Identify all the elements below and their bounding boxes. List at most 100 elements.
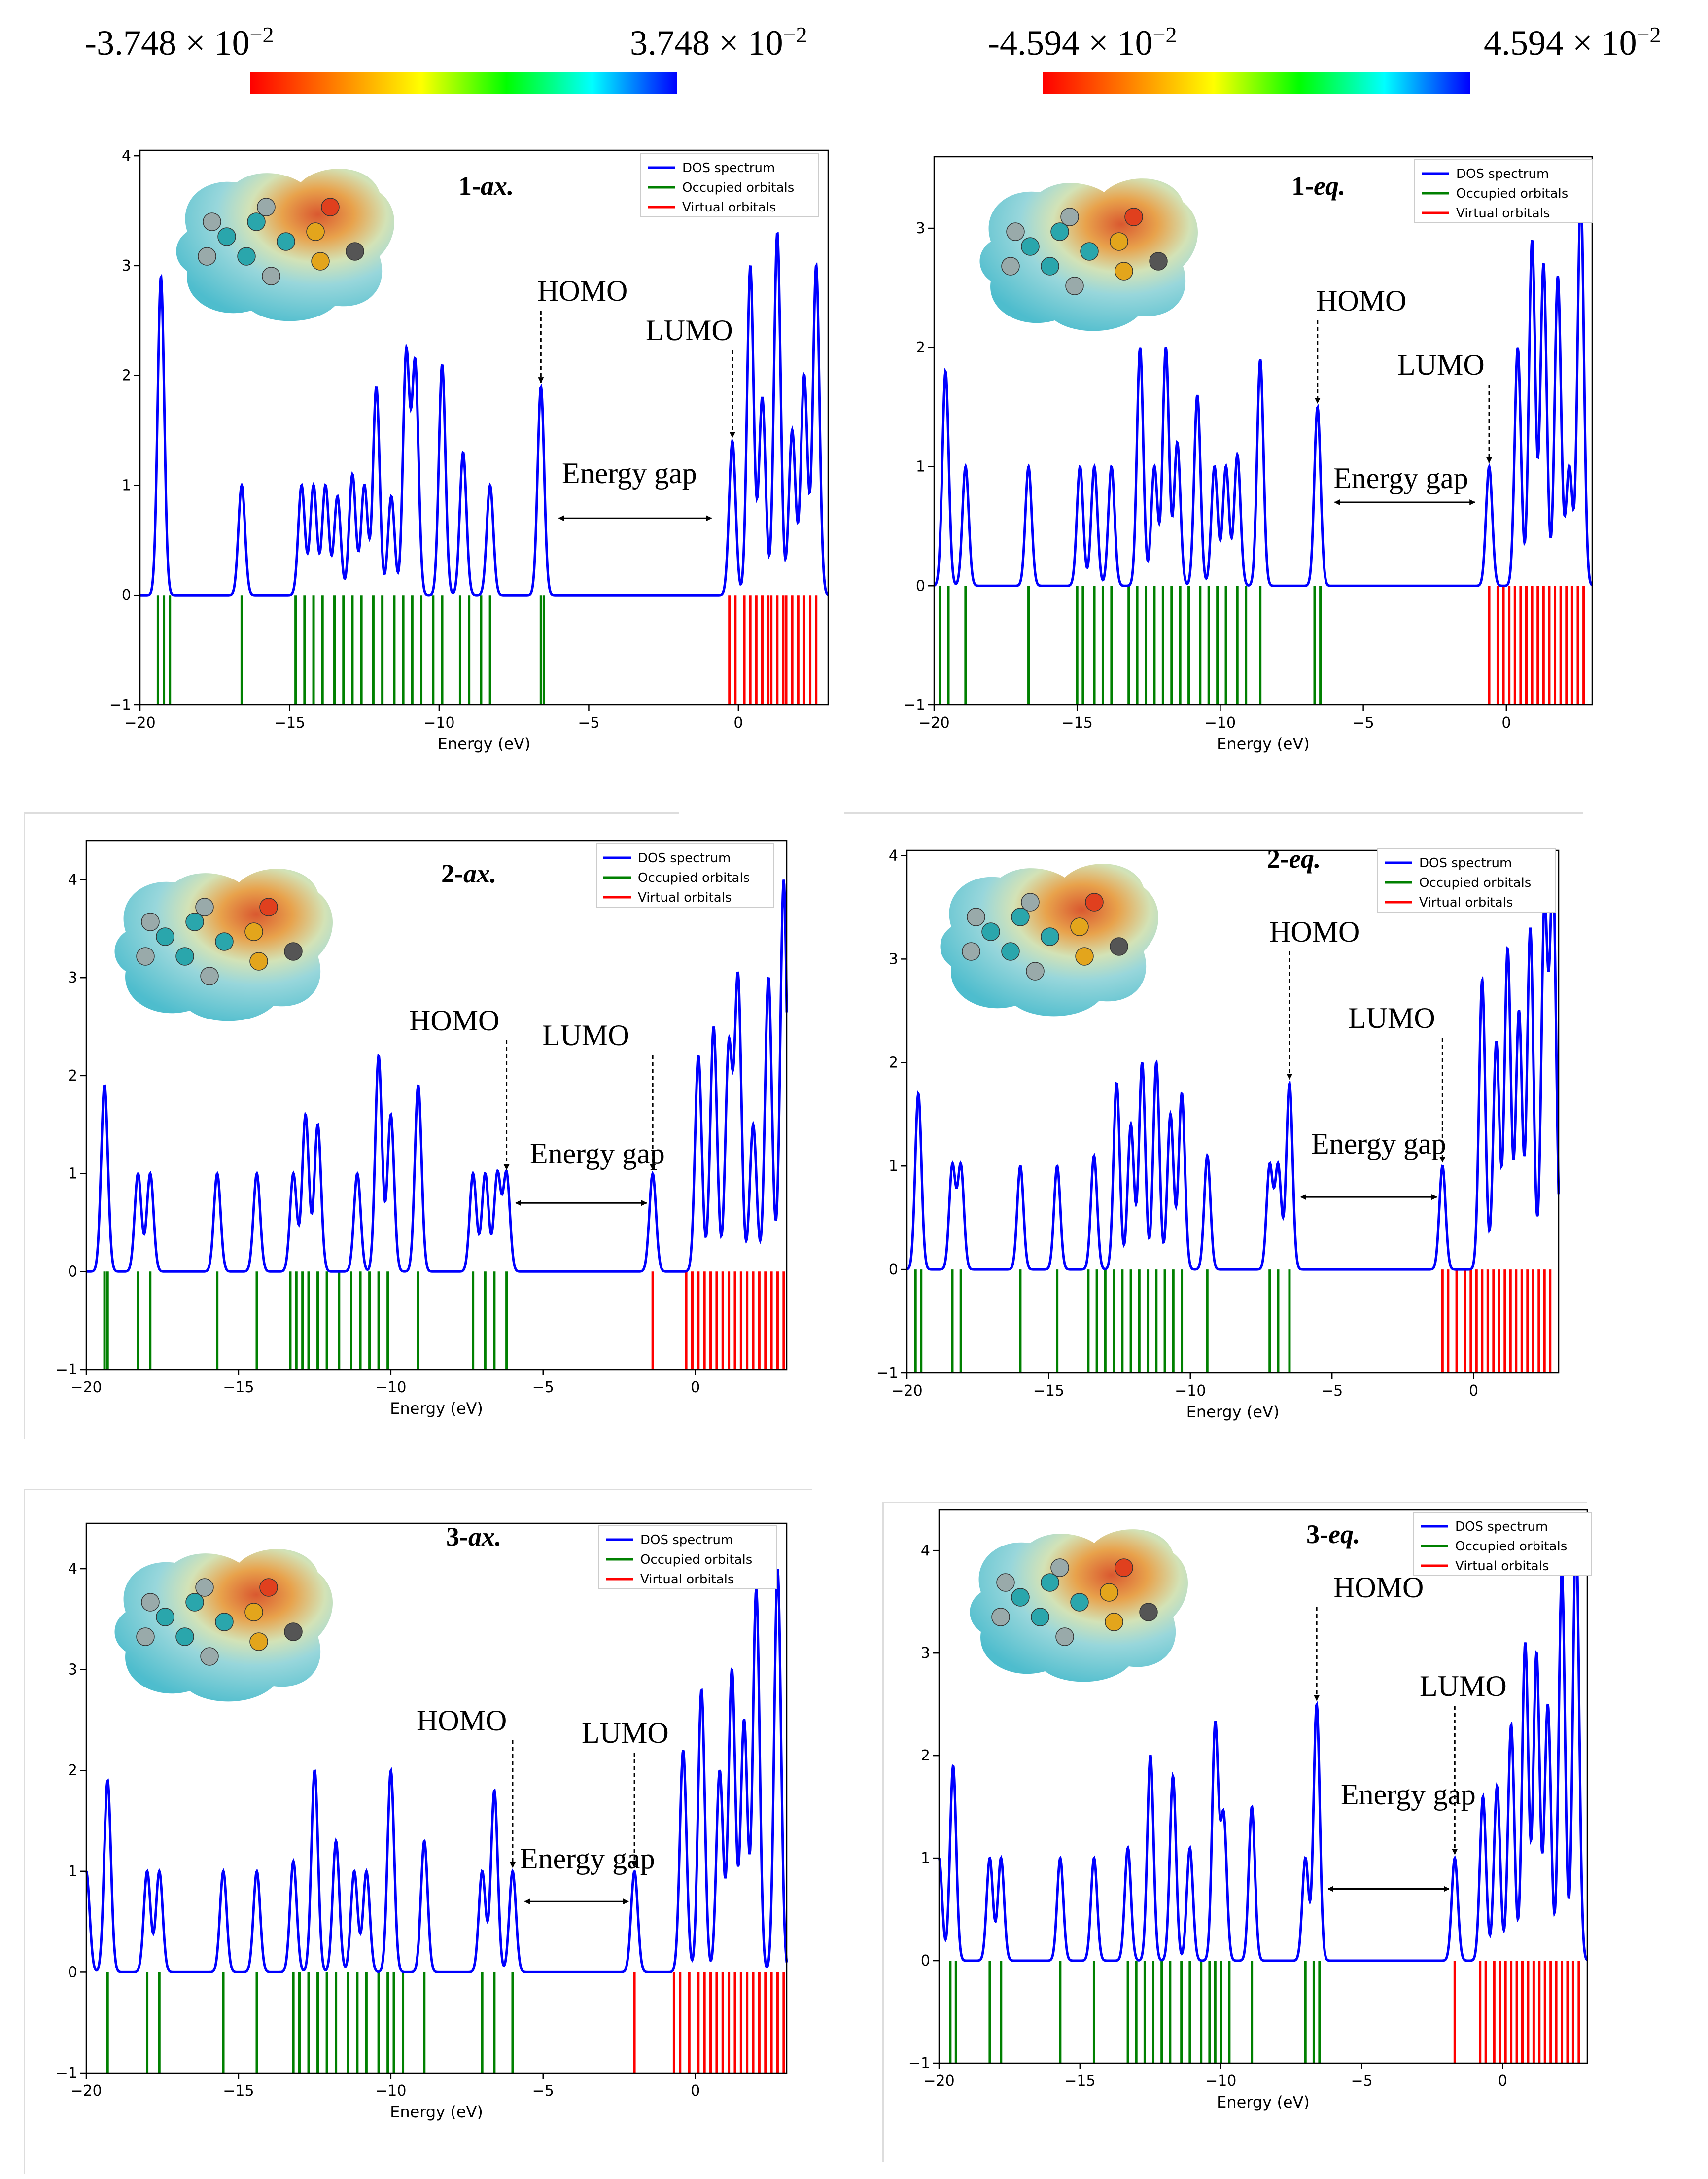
atom [962,942,980,961]
panel-frame-edge [24,1489,25,2174]
x-tick-label: −10 [1205,714,1236,732]
x-tick-label: −5 [1321,1382,1343,1400]
panel-title: 1-ax. [458,171,514,201]
y-tick-label: 4 [122,147,131,165]
colorbar-2 [1043,72,1470,94]
panel-frame-edge [882,1502,1587,1503]
atom [1110,232,1128,251]
y-tick-label: 1 [921,1850,930,1867]
colorbar-1-min-label: -3.748 × 10−2 [85,22,274,63]
atom [1139,1603,1158,1621]
legend-entry: Occupied orbitals [1419,876,1531,890]
dos-spectrum-line [140,232,829,597]
panel-frame-edge [24,812,25,1439]
atom [215,1613,234,1631]
energy-gap-label: Energy gap [1311,1127,1446,1160]
atom [1050,1558,1069,1577]
atom [141,913,160,931]
molecule-mep-surface [979,178,1198,331]
panel-title: 2-eq. [1267,844,1321,874]
lumo-label: LUMO [646,314,733,347]
x-tick-label: −10 [375,1379,406,1396]
legend-entry: Occupied orbitals [640,1552,752,1567]
y-tick-label: 2 [68,1762,77,1779]
dos-spectrum-line [934,192,1593,587]
atom [215,932,234,951]
y-tick-label: 4 [921,1542,930,1559]
atom [156,927,174,946]
atom [175,947,194,966]
x-tick-label: −10 [375,2082,406,2100]
molecule-mep-surface [970,1529,1188,1682]
y-tick-label: 1 [68,1863,77,1880]
atom [1041,257,1059,276]
plot-frame [85,1522,788,2074]
legend: DOS spectrum Occupied orbitals Virtual orb… [640,153,819,217]
atom [1100,1583,1118,1602]
y-tick-label: 3 [921,1645,930,1662]
colorbar-2-max-label: 4.594 × 10−2 [1484,22,1661,63]
x-tick-label: −10 [1175,1382,1206,1400]
atom [1055,1627,1074,1646]
panel-frame-edge [844,812,1583,814]
atom [1041,927,1059,946]
x-tick-label: −5 [578,714,599,732]
atom [195,898,214,916]
atom [1001,257,1020,276]
homo-label: HOMO [1269,915,1359,948]
lumo-label: LUMO [582,1717,669,1749]
atom [203,212,221,231]
atom [1006,222,1025,241]
atom [1080,242,1099,261]
dos-spectrum-line [86,879,788,1273]
x-tick-label: 0 [733,714,743,732]
atom [1115,262,1133,281]
x-tick-label: −15 [1062,714,1093,732]
y-tick-label: 2 [916,339,925,356]
x-tick-label: −10 [1205,2073,1236,2090]
legend-entry: Occupied orbitals [1455,1539,1567,1554]
x-tick-label: −20 [70,1379,102,1396]
atom [1075,947,1094,966]
atom [195,1578,214,1597]
x-axis-label: Energy (eV) [1217,2093,1310,2111]
y-tick-label: −1 [908,2055,930,2072]
y-tick-label: −1 [904,697,925,714]
plot-frame [906,849,1560,1374]
atom [1085,893,1104,912]
atom [1031,1608,1049,1626]
homo-label: HOMO [1333,1571,1424,1604]
plot-frame [933,156,1593,706]
x-tick-label: −15 [1064,2073,1095,2090]
homo-label: HOMO [1316,284,1406,317]
atom [1115,1558,1133,1577]
homo-label: HOMO [417,1704,507,1737]
x-axis-label: Energy (eV) [390,2103,483,2121]
y-tick-label: −1 [56,1361,77,1378]
x-tick-label: 0 [691,1379,700,1396]
atom [136,947,155,966]
atom [981,922,1000,941]
x-axis-label: Energy (eV) [390,1399,483,1418]
colorbar-1-max-label: 3.748 × 10−2 [630,22,807,63]
legend-entry: Virtual orbitals [1419,895,1513,910]
atom [237,247,256,266]
atom [967,908,985,926]
atom [277,232,295,251]
colorbar-1 [250,72,677,94]
plot-frame [938,1509,1588,2064]
x-tick-label: −20 [891,1382,922,1400]
x-axis-label: Energy (eV) [1217,735,1310,753]
x-tick-label: 0 [691,2082,700,2100]
y-tick-label: 1 [916,458,925,476]
atom [185,913,204,931]
legend-entry: DOS spectrum [638,851,731,866]
molecule-mep-surface [940,864,1158,1017]
legend-entry: Virtual orbitals [682,200,776,215]
x-tick-label: −5 [1351,2073,1372,2090]
atom [996,1573,1015,1592]
